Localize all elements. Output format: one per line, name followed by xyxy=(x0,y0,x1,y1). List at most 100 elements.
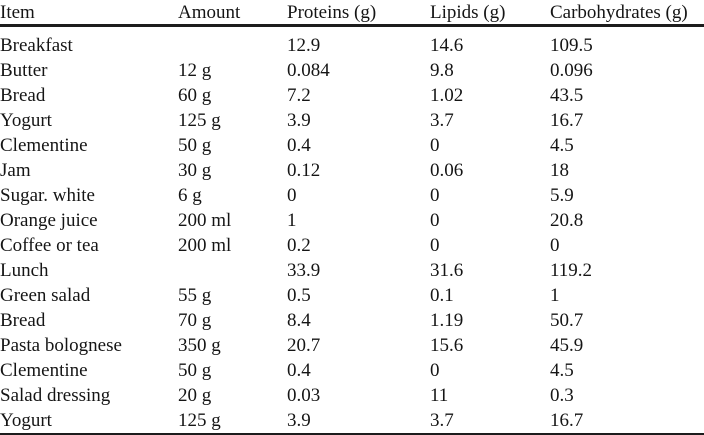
cell-carbs: 109.5 xyxy=(550,35,593,56)
cell-carbs: 0.3 xyxy=(550,385,574,406)
cell-lipids: 0 xyxy=(430,135,440,156)
cell-item: Clementine xyxy=(0,135,88,156)
cell-proteins: 0.4 xyxy=(287,135,311,156)
cell-carbs: 0 xyxy=(550,235,560,256)
cell-lipids: 15.6 xyxy=(430,335,464,356)
cell-amount xyxy=(178,258,287,283)
cell-proteins: 0 xyxy=(287,185,297,206)
cell-item: Salad dressing xyxy=(0,385,111,406)
table-row: Yogurt 125 g 3.9 3.7 16.7 xyxy=(0,108,704,133)
table-row: Bread 70 g 8.4 1.19 50.7 xyxy=(0,308,704,333)
cell-carbs: 4.5 xyxy=(550,360,574,381)
column-header-lipids: Lipids (g) xyxy=(430,0,550,27)
cell-proteins: 3.9 xyxy=(287,110,311,131)
table-row: Breakfast 12.9 14.6 109.5 xyxy=(0,26,704,59)
cell-amount xyxy=(178,26,287,59)
cell-item: Yogurt xyxy=(0,110,52,131)
cell-lipids: 1.19 xyxy=(430,310,464,331)
cell-carbs: 43.5 xyxy=(550,85,584,106)
table-row: Bread 60 g 7.2 1.02 43.5 xyxy=(0,83,704,108)
table-row: Salad dressing 20 g 0.03 11 0.3 xyxy=(0,383,704,408)
cell-proteins: 0.12 xyxy=(287,160,321,181)
cell-item: Sugar. white xyxy=(0,185,95,206)
cell-carbs: 4.5 xyxy=(550,135,574,156)
cell-amount: 50 g xyxy=(178,135,212,156)
cell-proteins: 0.2 xyxy=(287,235,311,256)
cell-item: Green salad xyxy=(0,285,91,306)
cell-proteins: 33.9 xyxy=(287,260,321,281)
table-row: Yogurt 125 g 3.9 3.7 16.7 xyxy=(0,408,704,434)
table-body: Breakfast 12.9 14.6 109.5 Butter 12 g 0.084 9.8… xyxy=(0,26,704,435)
table-row: Pasta bolognese 350 g 20.7 15.6 45.9 xyxy=(0,333,704,358)
cell-lipids: 14.6 xyxy=(430,35,464,56)
cell-proteins: 20.7 xyxy=(287,335,321,356)
cell-lipids: 0 xyxy=(430,210,440,231)
table-row: Orange juice 200 ml 1 0 20.8 xyxy=(0,208,704,233)
cell-amount: 30 g xyxy=(178,160,212,181)
cell-amount: 60 g xyxy=(178,85,212,106)
cell-amount: 6 g xyxy=(178,185,202,206)
cell-item: Orange juice xyxy=(0,210,98,231)
cell-lipids: 0 xyxy=(430,235,440,256)
cell-carbs: 45.9 xyxy=(550,335,584,356)
cell-lipids: 3.7 xyxy=(430,110,454,131)
table-row: Lunch 33.9 31.6 119.2 xyxy=(0,258,704,283)
cell-amount: 70 g xyxy=(178,310,212,331)
cell-proteins: 7.2 xyxy=(287,85,311,106)
cell-carbs: 18 xyxy=(550,160,569,181)
cell-item: Bread xyxy=(0,85,46,106)
cell-proteins: 12.9 xyxy=(287,35,321,56)
cell-lipids: 0 xyxy=(430,360,440,381)
cell-proteins: 3.9 xyxy=(287,410,311,431)
column-header-item: Item xyxy=(0,0,178,27)
cell-lipids: 31.6 xyxy=(430,260,464,281)
cell-proteins: 1 xyxy=(287,210,297,231)
column-header-amount: Amount xyxy=(178,0,287,27)
cell-lipids: 3.7 xyxy=(430,410,454,431)
table-row: Butter 12 g 0.084 9.8 0.096 xyxy=(0,58,704,83)
cell-item: Butter xyxy=(0,60,48,81)
cell-lipids: 1.02 xyxy=(430,85,464,106)
column-header-proteins: Proteins (g) xyxy=(287,0,430,27)
column-header-carbohydrates: Carbohydrates (g) xyxy=(550,0,704,27)
cell-amount: 125 g xyxy=(178,110,221,131)
table-header: Item Amount Proteins (g) Lipids (g) Carb… xyxy=(0,0,704,27)
cell-proteins: 0.084 xyxy=(287,60,330,81)
cell-item: Coffee or tea xyxy=(0,235,99,256)
table-row: Jam 30 g 0.12 0.06 18 xyxy=(0,158,704,183)
cell-carbs: 119.2 xyxy=(550,260,593,281)
header-row: Item Amount Proteins (g) Lipids (g) Carb… xyxy=(0,0,704,27)
cell-lipids: 0.06 xyxy=(430,160,464,181)
cell-amount: 50 g xyxy=(178,360,212,381)
cell-amount: 12 g xyxy=(178,60,212,81)
cell-carbs: 0.096 xyxy=(550,60,593,81)
cell-proteins: 0.4 xyxy=(287,360,311,381)
cell-item: Bread xyxy=(0,310,46,331)
cell-item: Jam xyxy=(0,160,31,181)
cell-carbs: 50.7 xyxy=(550,310,584,331)
cell-lipids: 9.8 xyxy=(430,60,454,81)
cell-proteins: 0.5 xyxy=(287,285,311,306)
cell-lipids: 0 xyxy=(430,185,440,206)
cell-amount: 20 g xyxy=(178,385,212,406)
cell-proteins: 8.4 xyxy=(287,310,311,331)
cell-amount: 55 g xyxy=(178,285,212,306)
cell-item: Lunch xyxy=(0,260,49,281)
table-row: Clementine 50 g 0.4 0 4.5 xyxy=(0,358,704,383)
table-row: Sugar. white 6 g 0 0 5.9 xyxy=(0,183,704,208)
table-row: Coffee or tea 200 ml 0.2 0 0 xyxy=(0,233,704,258)
cell-item: Breakfast xyxy=(0,35,73,56)
cell-carbs: 5.9 xyxy=(550,185,574,206)
cell-carbs: 1 xyxy=(550,285,560,306)
cell-amount: 200 ml xyxy=(178,235,232,256)
cell-item: Pasta bolognese xyxy=(0,335,122,356)
cell-lipids: 11 xyxy=(430,385,449,406)
cell-carbs: 16.7 xyxy=(550,110,584,131)
cell-item: Yogurt xyxy=(0,410,52,431)
cell-lipids: 0.1 xyxy=(430,285,454,306)
cell-proteins: 0.03 xyxy=(287,385,321,406)
table-row: Clementine 50 g 0.4 0 4.5 xyxy=(0,133,704,158)
cell-carbs: 20.8 xyxy=(550,210,584,231)
